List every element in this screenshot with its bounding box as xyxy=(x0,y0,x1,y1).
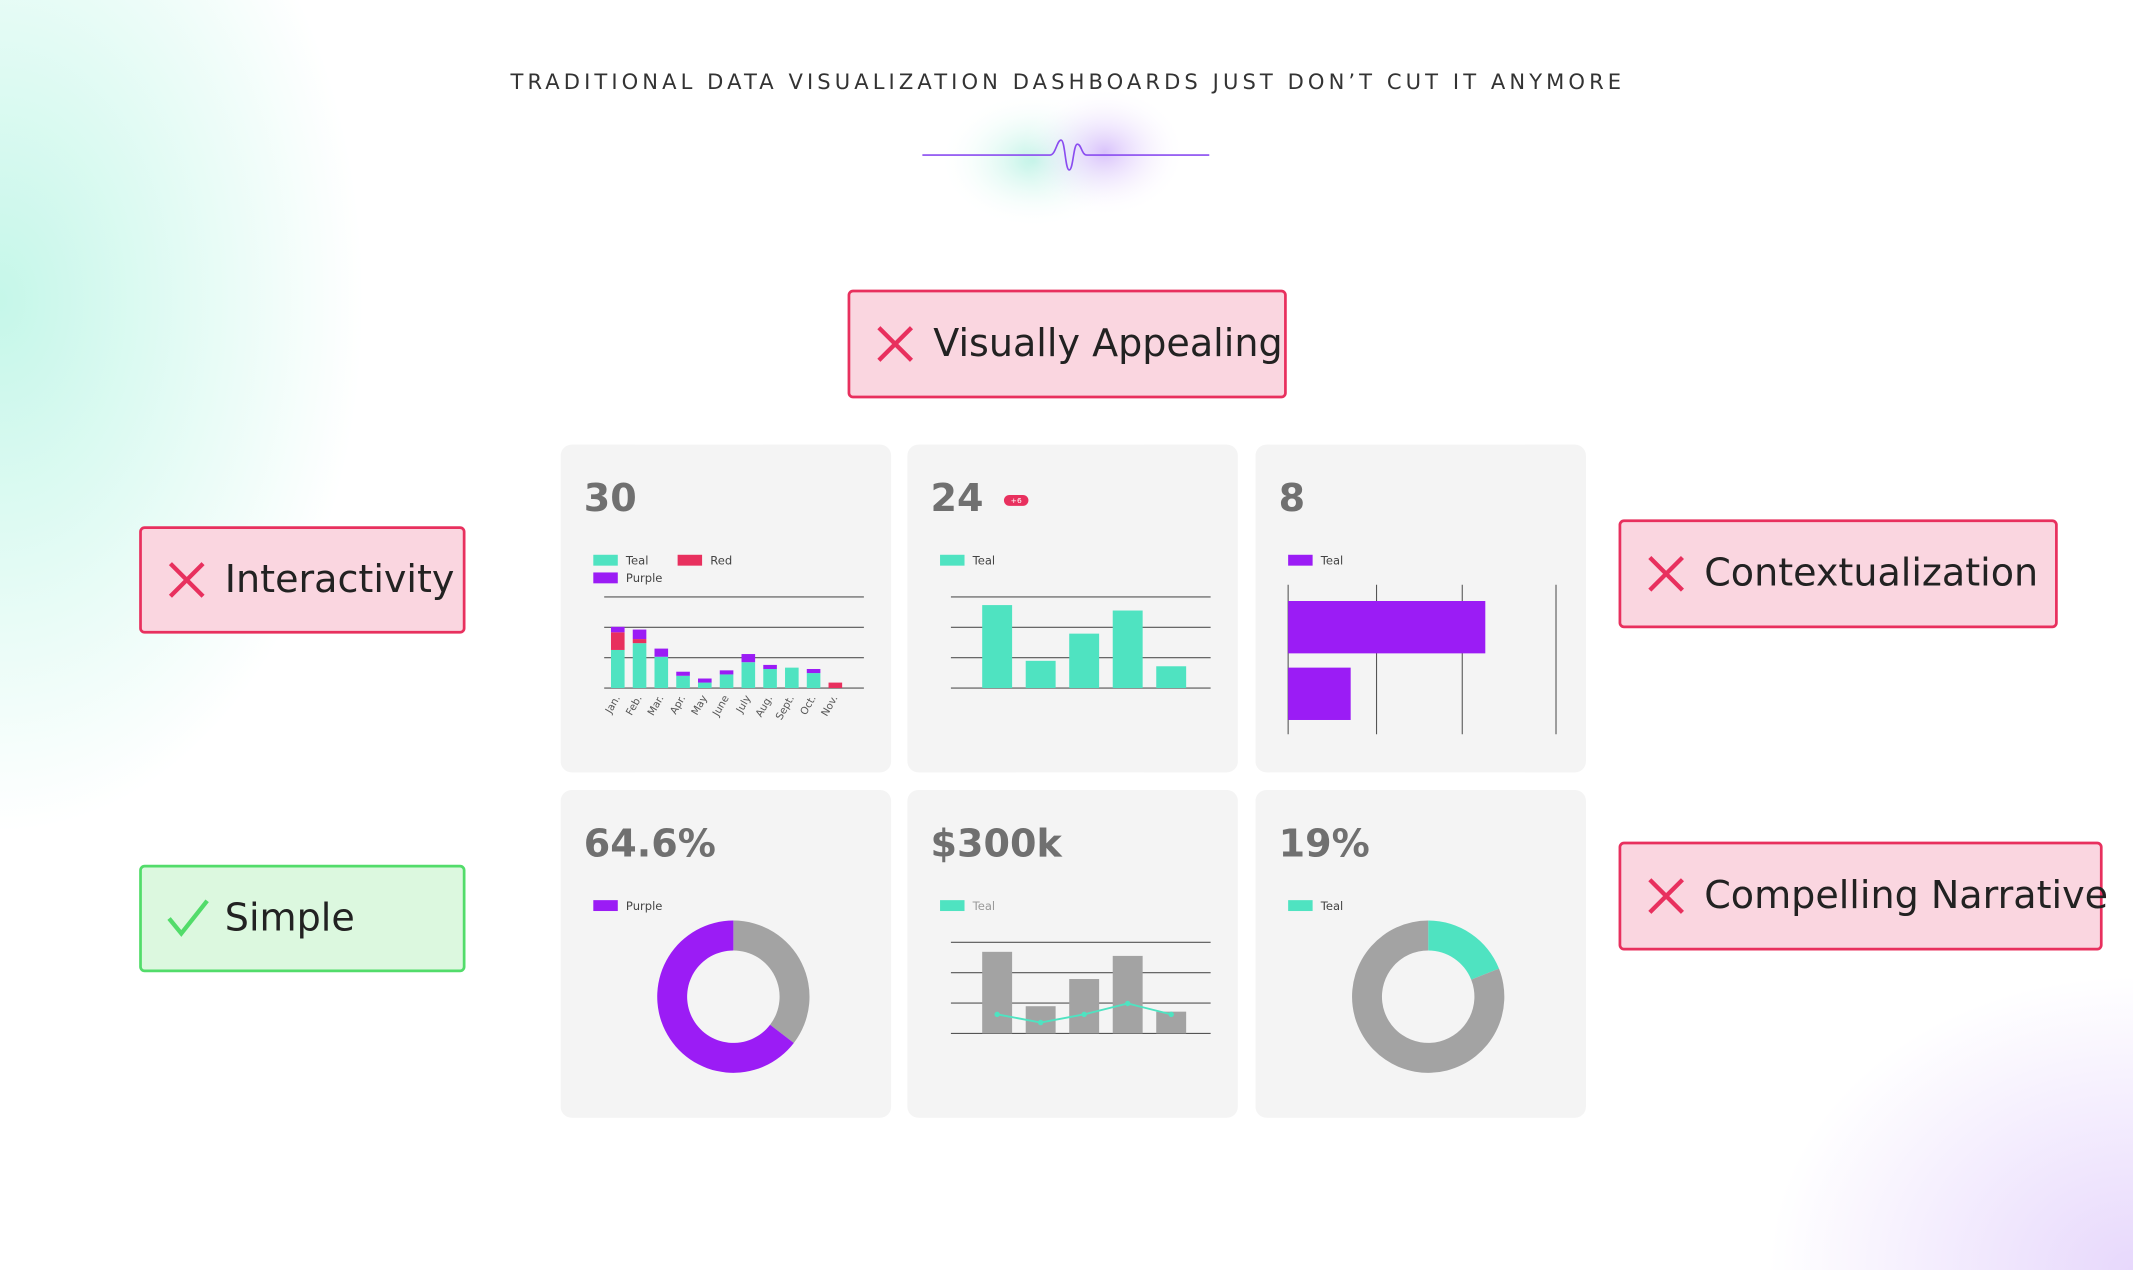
line-point xyxy=(994,1011,1000,1018)
bar-segment xyxy=(610,632,625,650)
donut-slice xyxy=(657,920,794,1073)
bar-segment xyxy=(610,626,625,633)
tag-label: Visually Appealing xyxy=(933,321,1282,365)
bar xyxy=(1112,955,1143,1034)
donut-slice xyxy=(733,920,810,1043)
legend-swatch xyxy=(593,554,618,566)
bar xyxy=(1069,979,1100,1034)
card xyxy=(560,444,892,773)
legend-label: Teal xyxy=(972,899,995,913)
legend-swatch xyxy=(593,572,618,584)
tag-box xyxy=(1618,519,2058,629)
bar-segment xyxy=(698,682,712,689)
wave-divider xyxy=(922,139,1210,171)
donut-slice xyxy=(1428,920,1499,980)
legend-label: Teal xyxy=(1320,899,1343,913)
card-value: 24 xyxy=(931,476,984,520)
bar xyxy=(1156,666,1187,689)
legend-label: Teal xyxy=(625,553,648,567)
tag-box xyxy=(139,864,466,973)
bar-segment xyxy=(741,662,756,689)
badge xyxy=(1003,494,1029,506)
line-point xyxy=(1037,1019,1044,1026)
line-point xyxy=(1081,1011,1087,1018)
card-value: 64.6% xyxy=(584,821,716,865)
bar-segment xyxy=(676,671,690,676)
bar-segment xyxy=(763,668,777,689)
legend-swatch xyxy=(1288,900,1313,912)
cross-icon xyxy=(877,326,914,362)
card xyxy=(560,790,892,1118)
tag-label: Simple xyxy=(225,895,355,939)
legend-swatch xyxy=(677,554,703,566)
cross-icon xyxy=(1648,878,1685,914)
legend-swatch xyxy=(1288,554,1313,566)
card-value: 8 xyxy=(1279,476,1305,520)
card-value: $300k xyxy=(931,821,1064,865)
bar-segment xyxy=(632,643,647,689)
cross-icon xyxy=(168,562,205,598)
badge-label: +6 xyxy=(1011,496,1022,505)
legend-label: Teal xyxy=(1320,553,1343,567)
bar xyxy=(1288,601,1486,654)
card xyxy=(907,790,1238,1118)
bar-segment xyxy=(654,656,669,689)
card-value: 30 xyxy=(584,476,637,520)
legend-label: Purple xyxy=(626,899,662,913)
tag-label: Compelling Narrative xyxy=(1704,873,2108,917)
legend-swatch xyxy=(940,900,965,912)
bar-segment xyxy=(763,664,777,669)
bar-segment xyxy=(610,649,625,689)
tag-box xyxy=(139,526,466,634)
tag-box xyxy=(847,289,1287,399)
glow xyxy=(1022,87,1187,218)
line-point xyxy=(1124,1000,1131,1007)
bar-segment xyxy=(632,629,647,640)
bar-segment xyxy=(676,675,690,689)
bar-segment xyxy=(632,639,647,644)
card xyxy=(907,444,1238,773)
donut-slice xyxy=(1352,920,1505,1073)
bar xyxy=(1288,667,1351,720)
tag-label: Contextualization xyxy=(1704,551,2038,595)
page-title: TRADITIONAL DATA VISUALIZATION DASHBOARD… xyxy=(510,69,1626,94)
bar-segment xyxy=(806,668,821,674)
card xyxy=(1255,790,1586,1118)
check-icon xyxy=(167,899,209,937)
bar-segment xyxy=(785,667,799,689)
bar-segment xyxy=(719,670,734,675)
card-value: 19% xyxy=(1279,821,1370,865)
bar xyxy=(1069,633,1100,689)
bar xyxy=(982,605,1013,689)
bar-segment xyxy=(828,682,843,689)
tag-label: Interactivity xyxy=(225,557,455,601)
tag-box xyxy=(1618,841,2103,951)
legend-label: Red xyxy=(710,553,732,567)
bar xyxy=(1112,610,1143,689)
bar xyxy=(982,951,1013,1034)
bar xyxy=(1156,1011,1187,1034)
bar-segment xyxy=(719,674,734,689)
legend-label: Teal xyxy=(972,553,995,567)
bar-segment xyxy=(806,673,821,689)
bar-segment xyxy=(741,654,756,663)
line-point xyxy=(1168,1011,1174,1018)
legend-label: Purple xyxy=(626,571,662,585)
bar-segment xyxy=(698,678,712,683)
legend-swatch xyxy=(940,554,965,566)
cross-icon xyxy=(1648,555,1685,592)
bar xyxy=(1025,660,1056,689)
bar-segment xyxy=(654,648,669,657)
legend-swatch xyxy=(593,900,618,912)
